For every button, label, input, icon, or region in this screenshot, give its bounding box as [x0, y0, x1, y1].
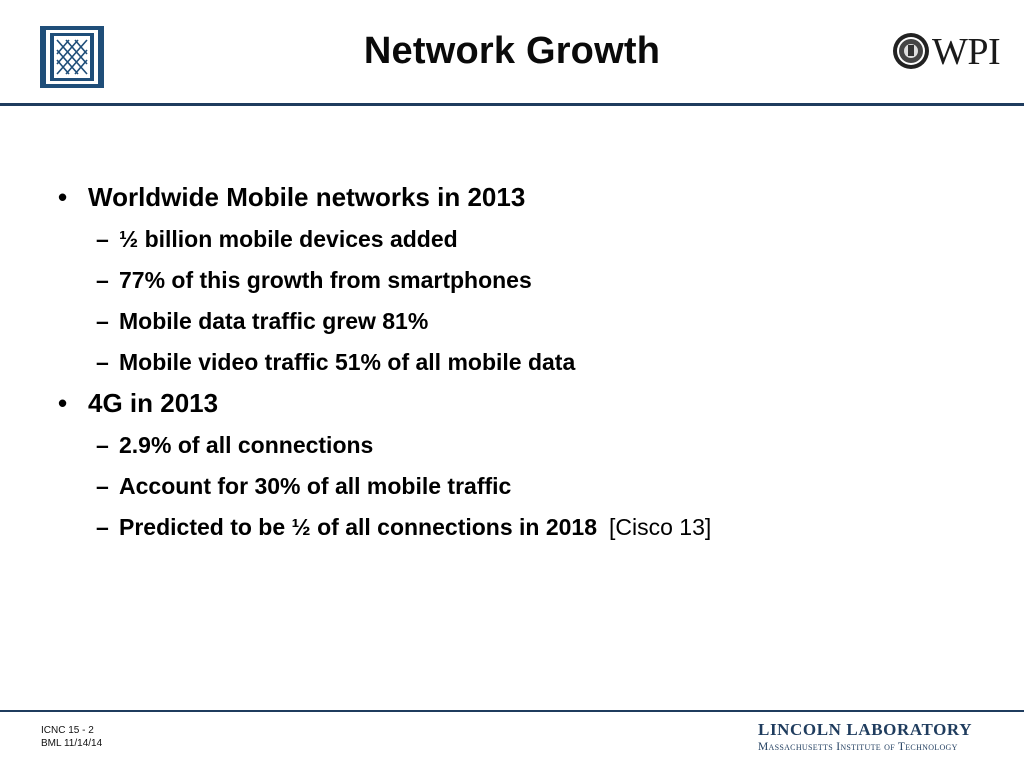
sub-bullet-item: –77% of this growth from smartphones: [96, 267, 532, 294]
sub-bullet-item: – Mobile video traffic 51% of all mobile …: [96, 349, 575, 376]
sub-bullet-text: Mobile data traffic grew 81%: [119, 308, 429, 334]
citation: [Cisco 13]: [609, 514, 712, 540]
dash-marker: –: [96, 432, 109, 458]
slide-id: ICNC 15 - 2: [41, 725, 94, 736]
wpi-logo: WPI: [892, 30, 1012, 74]
author-date: BML 11/14/14: [41, 738, 103, 749]
footer-divider: [0, 710, 1024, 712]
wpi-seal-icon: [893, 33, 929, 69]
sub-bullet-text: 77% of this growth from smartphones: [119, 267, 532, 293]
page-title: Network Growth: [363, 30, 661, 72]
institution-name: Massachusetts Institute of Technology: [758, 741, 958, 753]
bullet-item: • Worldwide Mobile networks in 2013: [58, 182, 525, 213]
wpi-logo-text: WPI: [932, 31, 1001, 73]
bullet-marker: •: [58, 388, 68, 418]
bullet-item: • 4G in 2013: [58, 388, 218, 419]
dash-marker: –: [96, 267, 109, 293]
footer-info: ICNC 15 - 2 BML 11/14/14: [41, 724, 102, 750]
dash-marker: –: [96, 308, 109, 334]
dash-marker: –: [96, 349, 109, 375]
dash-marker: –: [96, 514, 109, 540]
dash-marker: –: [96, 473, 109, 499]
sub-bullet-text: 2.9% of all connections: [119, 432, 374, 458]
dash-marker: –: [96, 226, 109, 252]
sub-bullet-item: – Predicted to be ½ of all connections in…: [96, 514, 711, 541]
lab-name: LINCOLN LABORATORY: [758, 720, 973, 739]
sub-bullet-text: Predicted to be ½ of all connections in …: [119, 514, 598, 540]
bullet-marker: •: [58, 182, 68, 212]
sub-bullet-text: ½ billion mobile devices added: [119, 226, 458, 252]
sub-bullet-item: – Mobile data traffic grew 81%: [96, 308, 428, 335]
sub-bullet-text: Account for 30% of all mobile traffic: [119, 473, 512, 499]
sub-bullet-text: Mobile video traffic 51% of all mobile d…: [119, 349, 576, 375]
lincoln-lab-logo: [40, 26, 104, 88]
header-divider: [0, 103, 1024, 106]
lincoln-lab-wordmark: LINCOLN LABORATORY Massachusetts Institu…: [758, 720, 998, 754]
bullet-text: 4G in 2013: [88, 388, 219, 418]
sub-bullet-item: – Account for 30% of all mobile traffic: [96, 473, 511, 500]
sub-bullet-item: –2.9% of all connections: [96, 432, 373, 459]
sub-bullet-item: – ½ billion mobile devices added: [96, 226, 458, 253]
bullet-text: Worldwide Mobile networks in 2013: [88, 182, 526, 212]
